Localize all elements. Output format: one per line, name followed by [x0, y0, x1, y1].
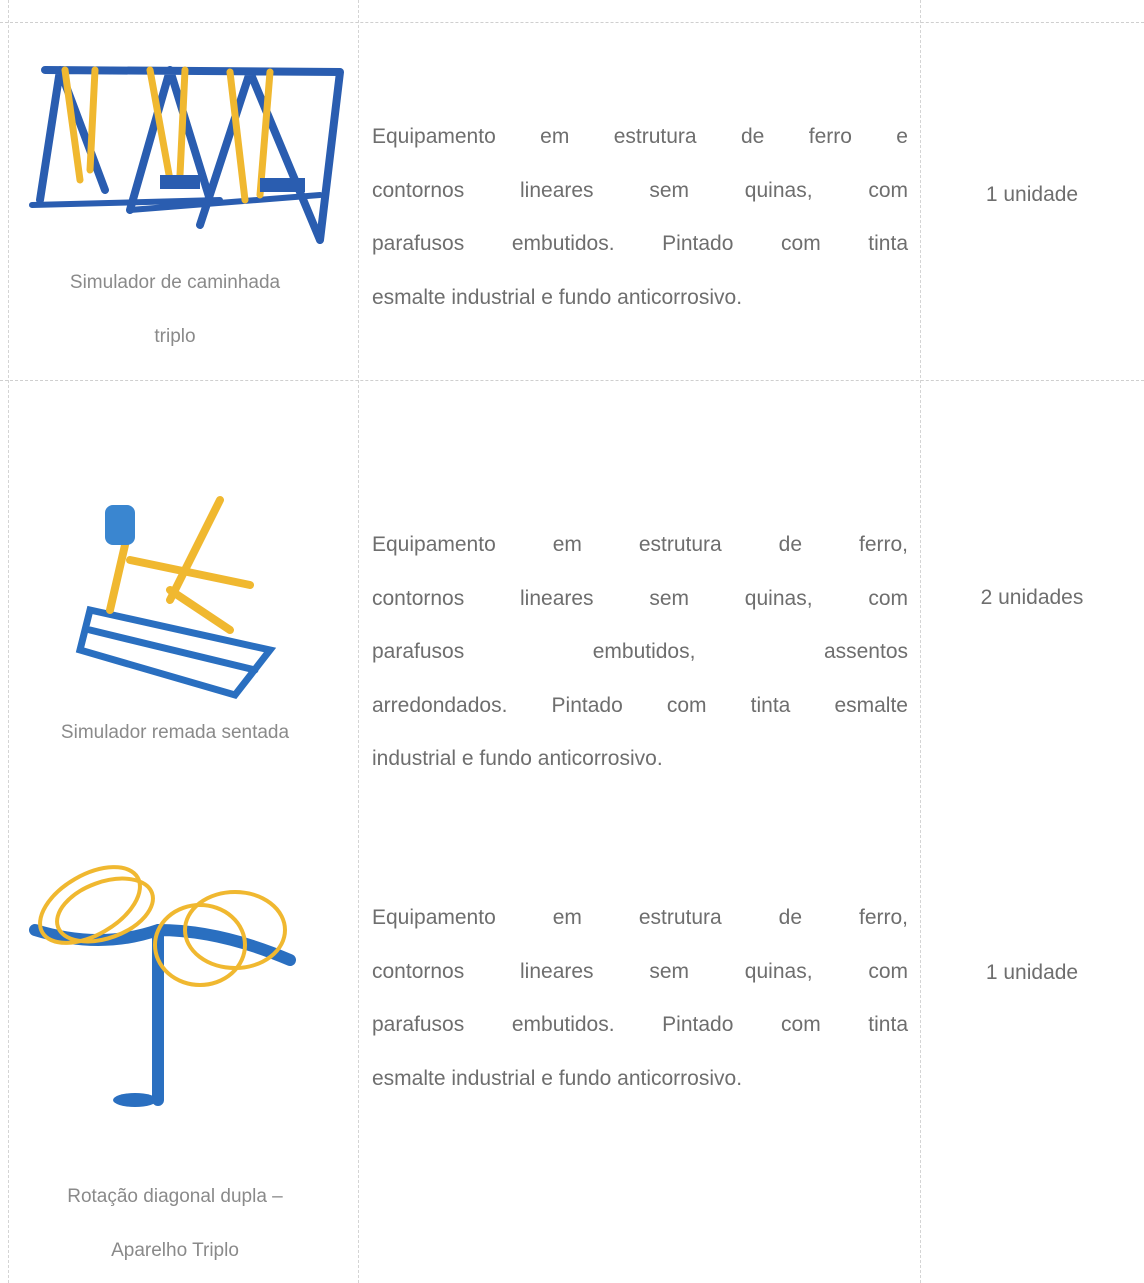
row-border [0, 380, 1144, 381]
item-quantity: 2 unidades [980, 586, 1084, 609]
caption-line: Simulador de caminhada [69, 272, 281, 293]
caption-line: triplo [154, 326, 196, 347]
cell-border [358, 0, 359, 1283]
item-description: Equipamento em estrutura de ferro e conto… [372, 110, 908, 324]
description-line: Equipamento em estrutura de ferro, [372, 906, 908, 929]
item-caption: Simulador de caminhada triplo [10, 256, 340, 364]
caption-line: Aparelho Triplo [111, 1240, 239, 1261]
item-quantity: 1 unidade [985, 961, 1079, 984]
caption-line: Simulador remada sentada [60, 722, 290, 743]
item-caption: Rotação diagonal dupla – Aparelho Triplo [10, 1170, 340, 1278]
description-line: parafusos embutidos. Pintado com tinta [372, 1013, 908, 1036]
cell-border [920, 0, 921, 1283]
walker-illustration [29, 66, 344, 244]
description-line: parafusos embutidos, assentos [372, 640, 908, 663]
rower-illustration [75, 496, 277, 700]
description-line: Equipamento em estrutura de ferro, [372, 533, 908, 556]
description-line: esmalte industrial e fundo anticorrosivo… [372, 1066, 743, 1090]
row-border [0, 22, 1144, 23]
description-line: industrial e fundo anticorrosivo. [372, 747, 663, 770]
rotation-illustration [29, 865, 296, 1107]
description-line: contornos lineares sem quinas, com [372, 178, 908, 202]
description-line: arredondados. Pintado com tinta esmalte [372, 693, 908, 717]
description-line: contornos lineares sem quinas, com [372, 586, 908, 610]
item-description: Equipamento em estrutura de ferro, contor… [372, 518, 908, 786]
cell-border [8, 0, 9, 1283]
item-caption: Simulador remada sentada [10, 706, 340, 760]
description-line: contornos lineares sem quinas, com [372, 959, 908, 983]
description-line: parafusos embutidos. Pintado com tinta [372, 232, 908, 255]
description-line: Equipamento em estrutura de ferro e [372, 125, 908, 148]
description-line: esmalte industrial e fundo anticorrosivo… [372, 285, 743, 309]
item-quantity: 1 unidade [985, 183, 1079, 206]
item-description: Equipamento em estrutura de ferro, contor… [372, 891, 908, 1105]
caption-line: Rotação diagonal dupla – [67, 1186, 283, 1207]
